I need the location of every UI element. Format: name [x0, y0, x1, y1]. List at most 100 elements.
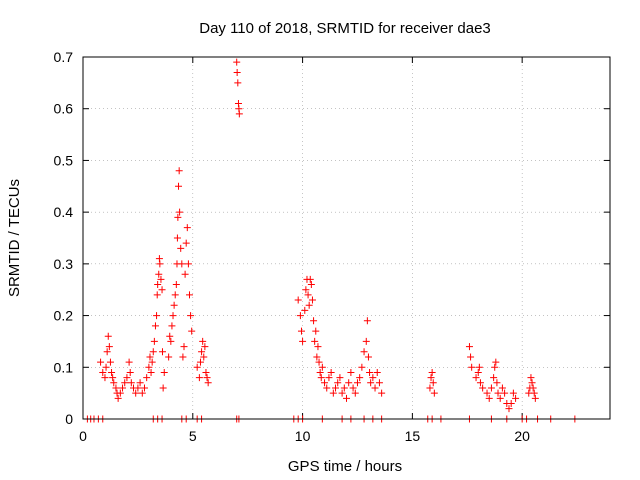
data-point — [196, 358, 204, 366]
x-tick-label: 0 — [79, 428, 87, 444]
data-point — [175, 167, 183, 175]
data-point — [157, 275, 165, 283]
data-point — [475, 363, 483, 371]
x-tick-label: 15 — [405, 428, 421, 444]
data-point — [106, 358, 114, 366]
data-point — [496, 394, 504, 402]
data-point — [110, 379, 118, 387]
data-point — [321, 379, 329, 387]
data-point — [426, 384, 434, 392]
gridlines — [82, 56, 610, 420]
data-point — [325, 374, 333, 382]
y-tick-label: 0.5 — [54, 152, 74, 168]
data-point — [202, 368, 210, 376]
data-point — [121, 379, 129, 387]
data-point — [169, 312, 177, 320]
data-point — [156, 260, 164, 268]
data-point — [166, 332, 174, 340]
data-point — [185, 291, 193, 299]
data-point — [116, 389, 124, 397]
data-point — [181, 270, 189, 278]
data-point — [184, 260, 192, 268]
y-tick-label: 0.2 — [54, 308, 74, 324]
data-point — [105, 343, 113, 351]
data-point — [109, 374, 117, 382]
data-point — [490, 374, 498, 382]
chart-title: Day 110 of 2018, SRMTID for receiver dae… — [199, 20, 491, 37]
data-point — [356, 374, 364, 382]
data-point — [296, 312, 304, 320]
data-point — [170, 301, 178, 309]
data-point — [304, 291, 312, 299]
data-point — [201, 343, 209, 351]
data-point — [299, 337, 307, 345]
data-point — [494, 389, 502, 397]
data-point — [297, 327, 305, 335]
data-point — [474, 368, 482, 376]
data-point — [501, 389, 509, 397]
data-point — [498, 384, 506, 392]
data-point — [310, 317, 318, 325]
y-tick-label: 0.1 — [54, 359, 74, 375]
data-point — [366, 368, 374, 376]
data-point — [138, 389, 146, 397]
data-point — [153, 291, 161, 299]
data-point — [136, 379, 144, 387]
data-point — [316, 368, 324, 376]
data-point — [329, 389, 337, 397]
data-point — [305, 301, 313, 309]
data-point — [187, 312, 195, 320]
data-point — [343, 394, 350, 402]
data-point — [177, 244, 185, 252]
data-point — [204, 379, 212, 387]
data-point — [509, 389, 517, 397]
data-point — [428, 368, 436, 376]
data-point — [198, 348, 206, 356]
data-point — [367, 379, 375, 387]
x-tick-label: 20 — [514, 428, 530, 444]
data-point — [199, 337, 207, 345]
x-tick-label: 5 — [189, 428, 197, 444]
data-point — [148, 358, 156, 366]
x-tick-label: 10 — [295, 428, 311, 444]
data-point — [363, 317, 371, 325]
data-point — [307, 281, 315, 289]
data-point — [165, 353, 173, 361]
data-point — [103, 348, 111, 356]
data-point — [530, 389, 538, 397]
data-point — [193, 363, 201, 371]
data-point — [483, 389, 491, 397]
data-point — [351, 389, 359, 397]
data-point — [507, 399, 515, 407]
data-point — [203, 374, 211, 382]
data-point — [175, 182, 183, 190]
data-point — [172, 281, 180, 289]
data-point — [302, 286, 310, 294]
data-point — [362, 337, 370, 345]
y-axis-label: SRMTID / TECUs — [6, 179, 23, 297]
data-point — [430, 389, 438, 397]
data-point — [485, 394, 493, 402]
data-point — [334, 379, 342, 387]
data-point — [158, 286, 166, 294]
plot-frame — [82, 56, 611, 420]
data-point — [159, 384, 167, 392]
data-point — [102, 363, 110, 371]
data-point — [306, 275, 314, 283]
data-point — [151, 322, 159, 330]
data-point — [318, 363, 326, 371]
data-point — [140, 384, 148, 392]
data-point — [338, 389, 346, 397]
data-point — [505, 405, 513, 413]
data-point — [167, 337, 175, 345]
y-tick-label: 0 — [65, 411, 73, 427]
data-point — [323, 384, 331, 392]
data-point — [340, 384, 348, 392]
data-point — [150, 337, 158, 345]
data-point — [531, 394, 539, 402]
data-point — [195, 374, 203, 382]
data-point — [160, 368, 168, 376]
data-point — [146, 353, 154, 361]
data-point — [294, 296, 302, 304]
data-point — [234, 79, 242, 87]
